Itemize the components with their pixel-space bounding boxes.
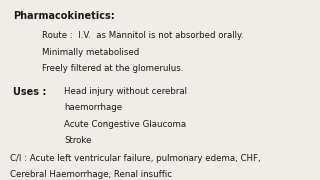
Text: Freely filtered at the glomerulus.: Freely filtered at the glomerulus. — [42, 64, 183, 73]
Text: C/I : Acute left ventricular failure, pulmonary edema, CHF,: C/I : Acute left ventricular failure, pu… — [10, 154, 260, 163]
Text: Head injury without cerebral: Head injury without cerebral — [64, 87, 187, 96]
Text: Minimally metabolised: Minimally metabolised — [42, 48, 139, 57]
Text: Acute Congestive Glaucoma: Acute Congestive Glaucoma — [64, 120, 186, 129]
Text: haemorrhage: haemorrhage — [64, 103, 122, 112]
Text: Cerebral Haemorrhage, Renal insuffic: Cerebral Haemorrhage, Renal insuffic — [10, 170, 172, 179]
Text: Route :  I.V.  as Mannitol is not absorbed orally.: Route : I.V. as Mannitol is not absorbed… — [42, 31, 243, 40]
Text: Uses :: Uses : — [13, 87, 46, 97]
Text: Pharmacokinetics:: Pharmacokinetics: — [13, 11, 115, 21]
Text: Stroke: Stroke — [64, 136, 92, 145]
